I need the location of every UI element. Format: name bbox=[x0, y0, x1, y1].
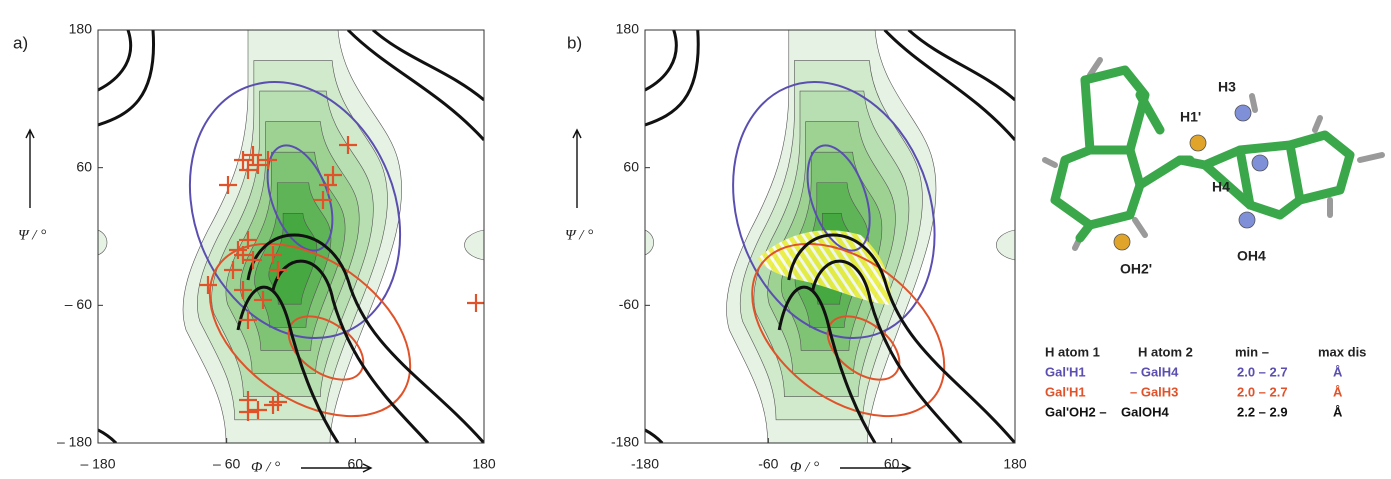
contour bbox=[996, 230, 1015, 260]
table-cell: 2.0 – 2.7 bbox=[1237, 384, 1288, 399]
atom bbox=[1190, 135, 1206, 151]
bond bbox=[1252, 96, 1255, 110]
bond bbox=[1080, 225, 1090, 238]
x-axis-label: Φ / ° bbox=[251, 459, 280, 475]
molecule: H3 H1' H4 OH2' OH4 bbox=[1045, 60, 1382, 277]
contour bbox=[465, 230, 485, 260]
distance-curve bbox=[98, 430, 116, 443]
figure: H3 H1' H4 OH2' OH4 H atom 1 H atom 2 min – max … bbox=[0, 0, 1391, 479]
atom bbox=[1252, 155, 1268, 171]
bond bbox=[1085, 80, 1090, 150]
atom bbox=[1239, 212, 1255, 228]
table-cell: 2.0 – 2.7 bbox=[1237, 364, 1288, 379]
y-axis-arrow bbox=[573, 130, 581, 208]
y-tick-label: 180 bbox=[616, 21, 640, 37]
y-tick-label: -60 bbox=[619, 296, 639, 312]
y-axis-arrow bbox=[26, 130, 34, 208]
table-cell: – GalH4 bbox=[1130, 364, 1179, 379]
x-axis-arrow bbox=[840, 464, 910, 472]
plot-area bbox=[645, 30, 1015, 452]
x-tick-label: 180 bbox=[1003, 456, 1027, 472]
structure-marker bbox=[467, 294, 485, 312]
plot-area bbox=[98, 30, 485, 452]
table-header: max dis bbox=[1318, 344, 1366, 359]
distance-curve bbox=[645, 30, 698, 125]
plot-content bbox=[98, 30, 485, 452]
bond bbox=[1055, 70, 1190, 225]
y-tick-label: 180 bbox=[69, 21, 93, 37]
panel-label: a) bbox=[13, 33, 28, 52]
bond bbox=[1180, 135, 1350, 215]
bond bbox=[1360, 155, 1382, 160]
table-cell: – GalH3 bbox=[1130, 384, 1178, 399]
table-header: H atom 2 bbox=[1138, 344, 1193, 359]
bond bbox=[1315, 118, 1320, 130]
atom-label: H3 bbox=[1218, 79, 1236, 95]
x-tick-label: -60 bbox=[758, 456, 778, 472]
table-cell: Å bbox=[1333, 384, 1343, 399]
x-tick-label: – 180 bbox=[80, 456, 115, 472]
bond bbox=[1290, 145, 1300, 200]
panel-label: b) bbox=[567, 33, 582, 52]
x-tick-label: 60 bbox=[348, 456, 364, 472]
table-cell: Å bbox=[1333, 404, 1343, 419]
plot-panel: b) -180 180 -60 60 60 -60 180 -180 Φ / ° Ψ / ° bbox=[565, 21, 1027, 476]
table-cell: Gal'H1 bbox=[1045, 364, 1086, 379]
y-axis-label: Ψ / ° bbox=[18, 227, 46, 243]
distance-curve bbox=[645, 430, 662, 443]
bond bbox=[1135, 220, 1145, 235]
plot-panel: a) – 180 180 – 60 60 60 – 60 180 – 180 Φ / ° Ψ / ° bbox=[13, 21, 496, 476]
contour bbox=[645, 230, 654, 255]
bond bbox=[1130, 150, 1140, 185]
table-cell: Gal'OH2 – bbox=[1045, 404, 1107, 419]
table-cell: Å bbox=[1333, 364, 1343, 379]
x-tick-label: 180 bbox=[472, 456, 496, 472]
table-header: min – bbox=[1235, 344, 1269, 359]
y-tick-label: -180 bbox=[611, 434, 639, 450]
distance-table: H atom 1 H atom 2 min – max dis Gal'H1 – GalH… bbox=[1045, 344, 1366, 419]
contour bbox=[98, 230, 107, 255]
distance-curve bbox=[98, 30, 154, 125]
x-tick-label: – 60 bbox=[213, 456, 240, 472]
x-axis-label: Φ / ° bbox=[790, 459, 819, 475]
y-tick-label: 60 bbox=[623, 158, 639, 174]
atom-label: OH4 bbox=[1237, 248, 1266, 264]
plot-content bbox=[645, 30, 1015, 452]
y-axis-label: Ψ / ° bbox=[565, 227, 593, 243]
x-tick-label: -180 bbox=[631, 456, 659, 472]
atom bbox=[1235, 105, 1251, 121]
table-cell: 2.2 – 2.9 bbox=[1237, 404, 1288, 419]
y-tick-label: – 180 bbox=[57, 434, 92, 450]
distance-curve bbox=[98, 30, 131, 90]
y-tick-label: – 60 bbox=[65, 296, 92, 312]
atom bbox=[1114, 234, 1130, 250]
table-cell: GalOH4 bbox=[1121, 404, 1169, 419]
y-tick-label: 60 bbox=[76, 158, 92, 174]
atom-label: H4 bbox=[1212, 179, 1230, 195]
atom-label: H1' bbox=[1180, 109, 1201, 125]
table-header: H atom 1 bbox=[1045, 344, 1100, 359]
table-cell: Gal'H1 bbox=[1045, 384, 1086, 399]
bond bbox=[1045, 160, 1055, 165]
atom-label: OH2' bbox=[1120, 261, 1152, 277]
distance-curve bbox=[645, 30, 676, 90]
x-tick-label: 60 bbox=[884, 456, 900, 472]
